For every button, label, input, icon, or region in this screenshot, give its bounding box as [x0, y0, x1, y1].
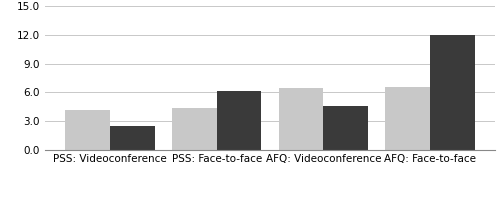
Bar: [385, 87, 430, 150]
Bar: [66, 110, 110, 150]
Bar: [430, 35, 474, 150]
Bar: [216, 92, 262, 150]
Bar: [172, 108, 216, 150]
Legend: 3 or 4 sessions, 5 sessions: 3 or 4 sessions, 5 sessions: [143, 210, 325, 214]
Bar: [110, 126, 155, 150]
Bar: [324, 106, 368, 150]
Bar: [278, 88, 324, 150]
